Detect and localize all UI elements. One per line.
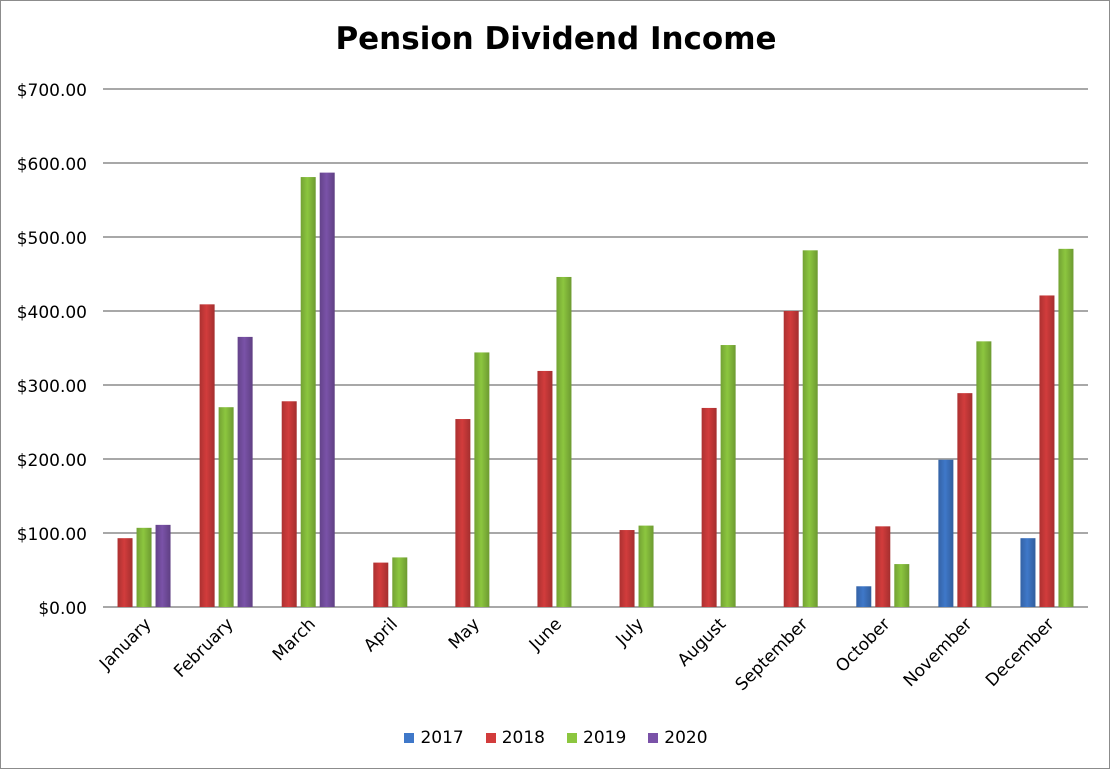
y-tick-label: $600.00 (17, 155, 87, 175)
legend-item-2018: 2018 (485, 728, 545, 748)
legend-label: 2018 (501, 728, 545, 748)
legend-swatch (567, 733, 577, 743)
x-tick-label: February (170, 614, 237, 681)
legend: 2017 2018 2019 2020 (1, 726, 1110, 750)
bar-2019-july (638, 525, 654, 607)
bar-2017-december (1020, 538, 1036, 607)
gridlines (103, 88, 1088, 608)
bar-2018-may (455, 419, 471, 607)
bar-2018-march (281, 401, 297, 607)
bar-2019-may (474, 352, 490, 607)
y-tick-label: $500.00 (17, 229, 87, 249)
bar-2018-february (199, 304, 215, 607)
legend-label: 2019 (583, 728, 627, 748)
bar-2019-october (894, 564, 910, 607)
bars (117, 172, 1074, 607)
x-tick-label: May (445, 614, 484, 653)
legend-swatch (404, 733, 415, 743)
legend-item-2019: 2019 (567, 728, 626, 748)
y-tick-label: $300.00 (17, 377, 87, 397)
bar-2020-february (237, 336, 253, 607)
legend-item-2017: 2017 (404, 728, 464, 748)
bar-2018-november (957, 393, 973, 607)
bar-2020-march (319, 172, 335, 607)
bar-2018-june (537, 370, 553, 607)
bar-2018-april (373, 562, 389, 607)
bar-2019-december (1058, 248, 1074, 607)
y-tick-label: $0.00 (38, 599, 87, 619)
bar-2017-november (938, 459, 954, 607)
x-tick-label: January (95, 614, 155, 674)
bar-2019-february (218, 407, 234, 607)
x-tick-label: August (674, 614, 730, 670)
bar-2019-august (720, 345, 736, 607)
bar-2019-january (136, 527, 152, 607)
x-tick-label: September (732, 614, 813, 695)
bar-2019-september (802, 250, 818, 607)
x-tick-label: April (360, 614, 402, 656)
bar-2018-october (875, 526, 891, 607)
x-tick-label: June (525, 614, 566, 655)
legend-item-2020: 2020 (648, 728, 708, 748)
bar-2020-january (155, 524, 171, 607)
y-tick-label: $400.00 (17, 303, 87, 323)
y-axis-labels: $0.00 $100.00 $200.00 $300.00 $400.00 $500.00… (17, 81, 87, 619)
bar-2018-august (701, 407, 717, 607)
y-tick-label: $100.00 (17, 525, 87, 545)
chart-title: Pension Dividend Income (335, 21, 777, 57)
legend-swatch (648, 733, 659, 743)
bar-2018-january (117, 538, 133, 607)
x-axis-labels: January February March April May June July Augu… (95, 614, 1058, 695)
legend-label: 2020 (664, 728, 708, 748)
bar-2019-march (300, 177, 316, 607)
x-tick-label: July (612, 614, 648, 650)
legend-label: 2017 (420, 728, 464, 748)
x-tick-label: March (269, 614, 320, 665)
x-tick-label: November (900, 614, 977, 691)
bar-2019-april (392, 557, 408, 607)
x-tick-label: October (832, 614, 894, 676)
legend-swatch (485, 733, 496, 743)
y-tick-label: $200.00 (17, 451, 87, 471)
bar-2019-june (556, 276, 572, 607)
bar-2017-october (856, 586, 872, 607)
x-tick-label: December (982, 614, 1058, 690)
y-tick-label: $700.00 (17, 81, 87, 101)
bar-2018-september (783, 311, 799, 607)
bar-2018-july (619, 530, 635, 607)
bar-2018-december (1039, 295, 1055, 607)
bar-2019-november (976, 341, 992, 607)
